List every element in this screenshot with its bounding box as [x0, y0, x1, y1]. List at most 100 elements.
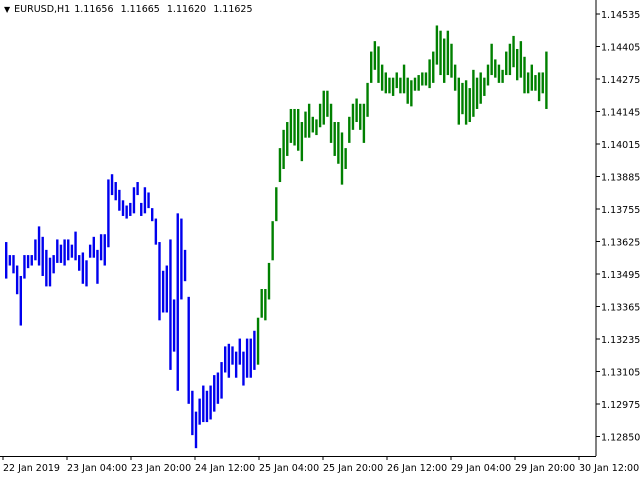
- price-bar: [289, 108, 293, 143]
- price-bar: [391, 77, 395, 96]
- price-bar: [443, 38, 446, 83]
- price-bar: [81, 252, 85, 284]
- price-bar: [136, 182, 139, 196]
- price-bar: [209, 385, 212, 420]
- price-bar: [380, 64, 384, 91]
- price-bar: [432, 51, 435, 83]
- price-bar: [457, 77, 460, 125]
- open-value: 1.11656: [74, 4, 114, 15]
- price-bar: [307, 103, 311, 138]
- price-bar: [238, 338, 241, 365]
- price-bar: [439, 30, 442, 76]
- price-bar: [8, 255, 12, 266]
- price-bar: [348, 116, 351, 143]
- price-bar: [85, 260, 88, 287]
- price-bar: [322, 90, 325, 125]
- x-tick-label: 23 Jan 20:00: [131, 463, 191, 474]
- price-bar: [475, 77, 479, 109]
- price-bar: [129, 202, 132, 216]
- price-bar: [147, 192, 150, 209]
- y-tick-label: 1.12850: [601, 433, 640, 444]
- x-tick-label: 23 Jan 04:00: [67, 463, 127, 474]
- price-bar: [304, 111, 307, 138]
- dropdown-triangle-icon[interactable]: ▼: [4, 5, 11, 14]
- y-tick-label: 1.14145: [601, 108, 640, 119]
- price-bar: [461, 82, 464, 115]
- chart-header: ▼ EURUSD,H1 1.11656 1.11665 1.11620 1.11…: [4, 4, 257, 15]
- price-bar: [318, 103, 322, 128]
- price-bar: [194, 411, 198, 449]
- price-bar: [395, 72, 398, 89]
- price-bar: [118, 189, 121, 211]
- price-bar: [468, 88, 471, 123]
- price-bar: [191, 390, 194, 436]
- price-bar: [472, 69, 475, 117]
- high-value: 1.11665: [120, 4, 160, 15]
- ohlc-values: 1.11656 1.11665 1.11620 1.11625: [74, 4, 256, 15]
- price-bar: [329, 103, 333, 143]
- price-bar: [373, 41, 377, 70]
- price-bar: [107, 179, 110, 248]
- price-bar: [264, 289, 267, 321]
- price-bar: [256, 317, 260, 365]
- price-bar: [479, 72, 482, 104]
- price-bar: [406, 77, 409, 104]
- price-bar: [271, 221, 274, 261]
- price-bar: [158, 242, 161, 321]
- y-tick-label: 1.14015: [601, 140, 640, 151]
- price-bar: [154, 218, 158, 245]
- price-bar: [52, 255, 55, 274]
- price-bar: [388, 77, 391, 94]
- y-tick-label: 1.13235: [601, 335, 640, 346]
- price-bar: [67, 239, 70, 261]
- price-bar: [278, 148, 282, 183]
- y-tick-label: 1.13885: [601, 173, 640, 184]
- price-bar: [399, 77, 402, 94]
- x-tick-label: 26 Jan 12:00: [387, 463, 447, 474]
- price-bar: [41, 236, 44, 276]
- price-bar: [183, 249, 187, 282]
- price-bar: [483, 77, 486, 96]
- price-bar: [74, 231, 77, 261]
- price-bar: [519, 41, 523, 78]
- close-value: 1.11625: [213, 4, 253, 15]
- price-bar: [340, 132, 344, 185]
- price-bar: [293, 108, 296, 146]
- price-bar: [23, 255, 26, 279]
- price-bar: [231, 346, 234, 365]
- price-bar: [512, 35, 515, 68]
- price-bar: [114, 182, 117, 201]
- price-bar: [132, 187, 136, 214]
- price-bar: [48, 257, 52, 287]
- price-bar: [34, 239, 37, 261]
- y-tick-label: 1.14535: [601, 10, 640, 21]
- price-bar: [413, 77, 417, 91]
- price-bar: [245, 338, 249, 378]
- price-bar: [326, 90, 329, 117]
- price-bar: [205, 390, 209, 423]
- price-bar: [421, 72, 424, 86]
- y-tick-label: 1.14405: [601, 43, 640, 54]
- price-bar: [224, 346, 227, 373]
- x-tick-label: 29 Jan 20:00: [515, 463, 575, 474]
- price-bar: [486, 64, 490, 86]
- y-tick-label: 1.14275: [601, 75, 640, 86]
- price-bar: [333, 122, 336, 156]
- price-bar: [202, 385, 205, 423]
- price-bar: [275, 187, 278, 222]
- price-bar: [494, 59, 497, 78]
- price-bar: [227, 343, 231, 378]
- price-bar: [464, 80, 468, 125]
- price-bar: [110, 174, 114, 196]
- price-bar: [370, 51, 373, 83]
- price-bar: [213, 375, 216, 412]
- x-tick-label: 22 Jan 2019: [3, 463, 60, 474]
- price-bar: [337, 122, 340, 164]
- price-bar: [249, 338, 252, 378]
- y-tick-label: 1.13495: [601, 270, 640, 281]
- price-bar: [344, 148, 347, 169]
- price-bar: [417, 75, 420, 91]
- price-bar: [424, 72, 428, 86]
